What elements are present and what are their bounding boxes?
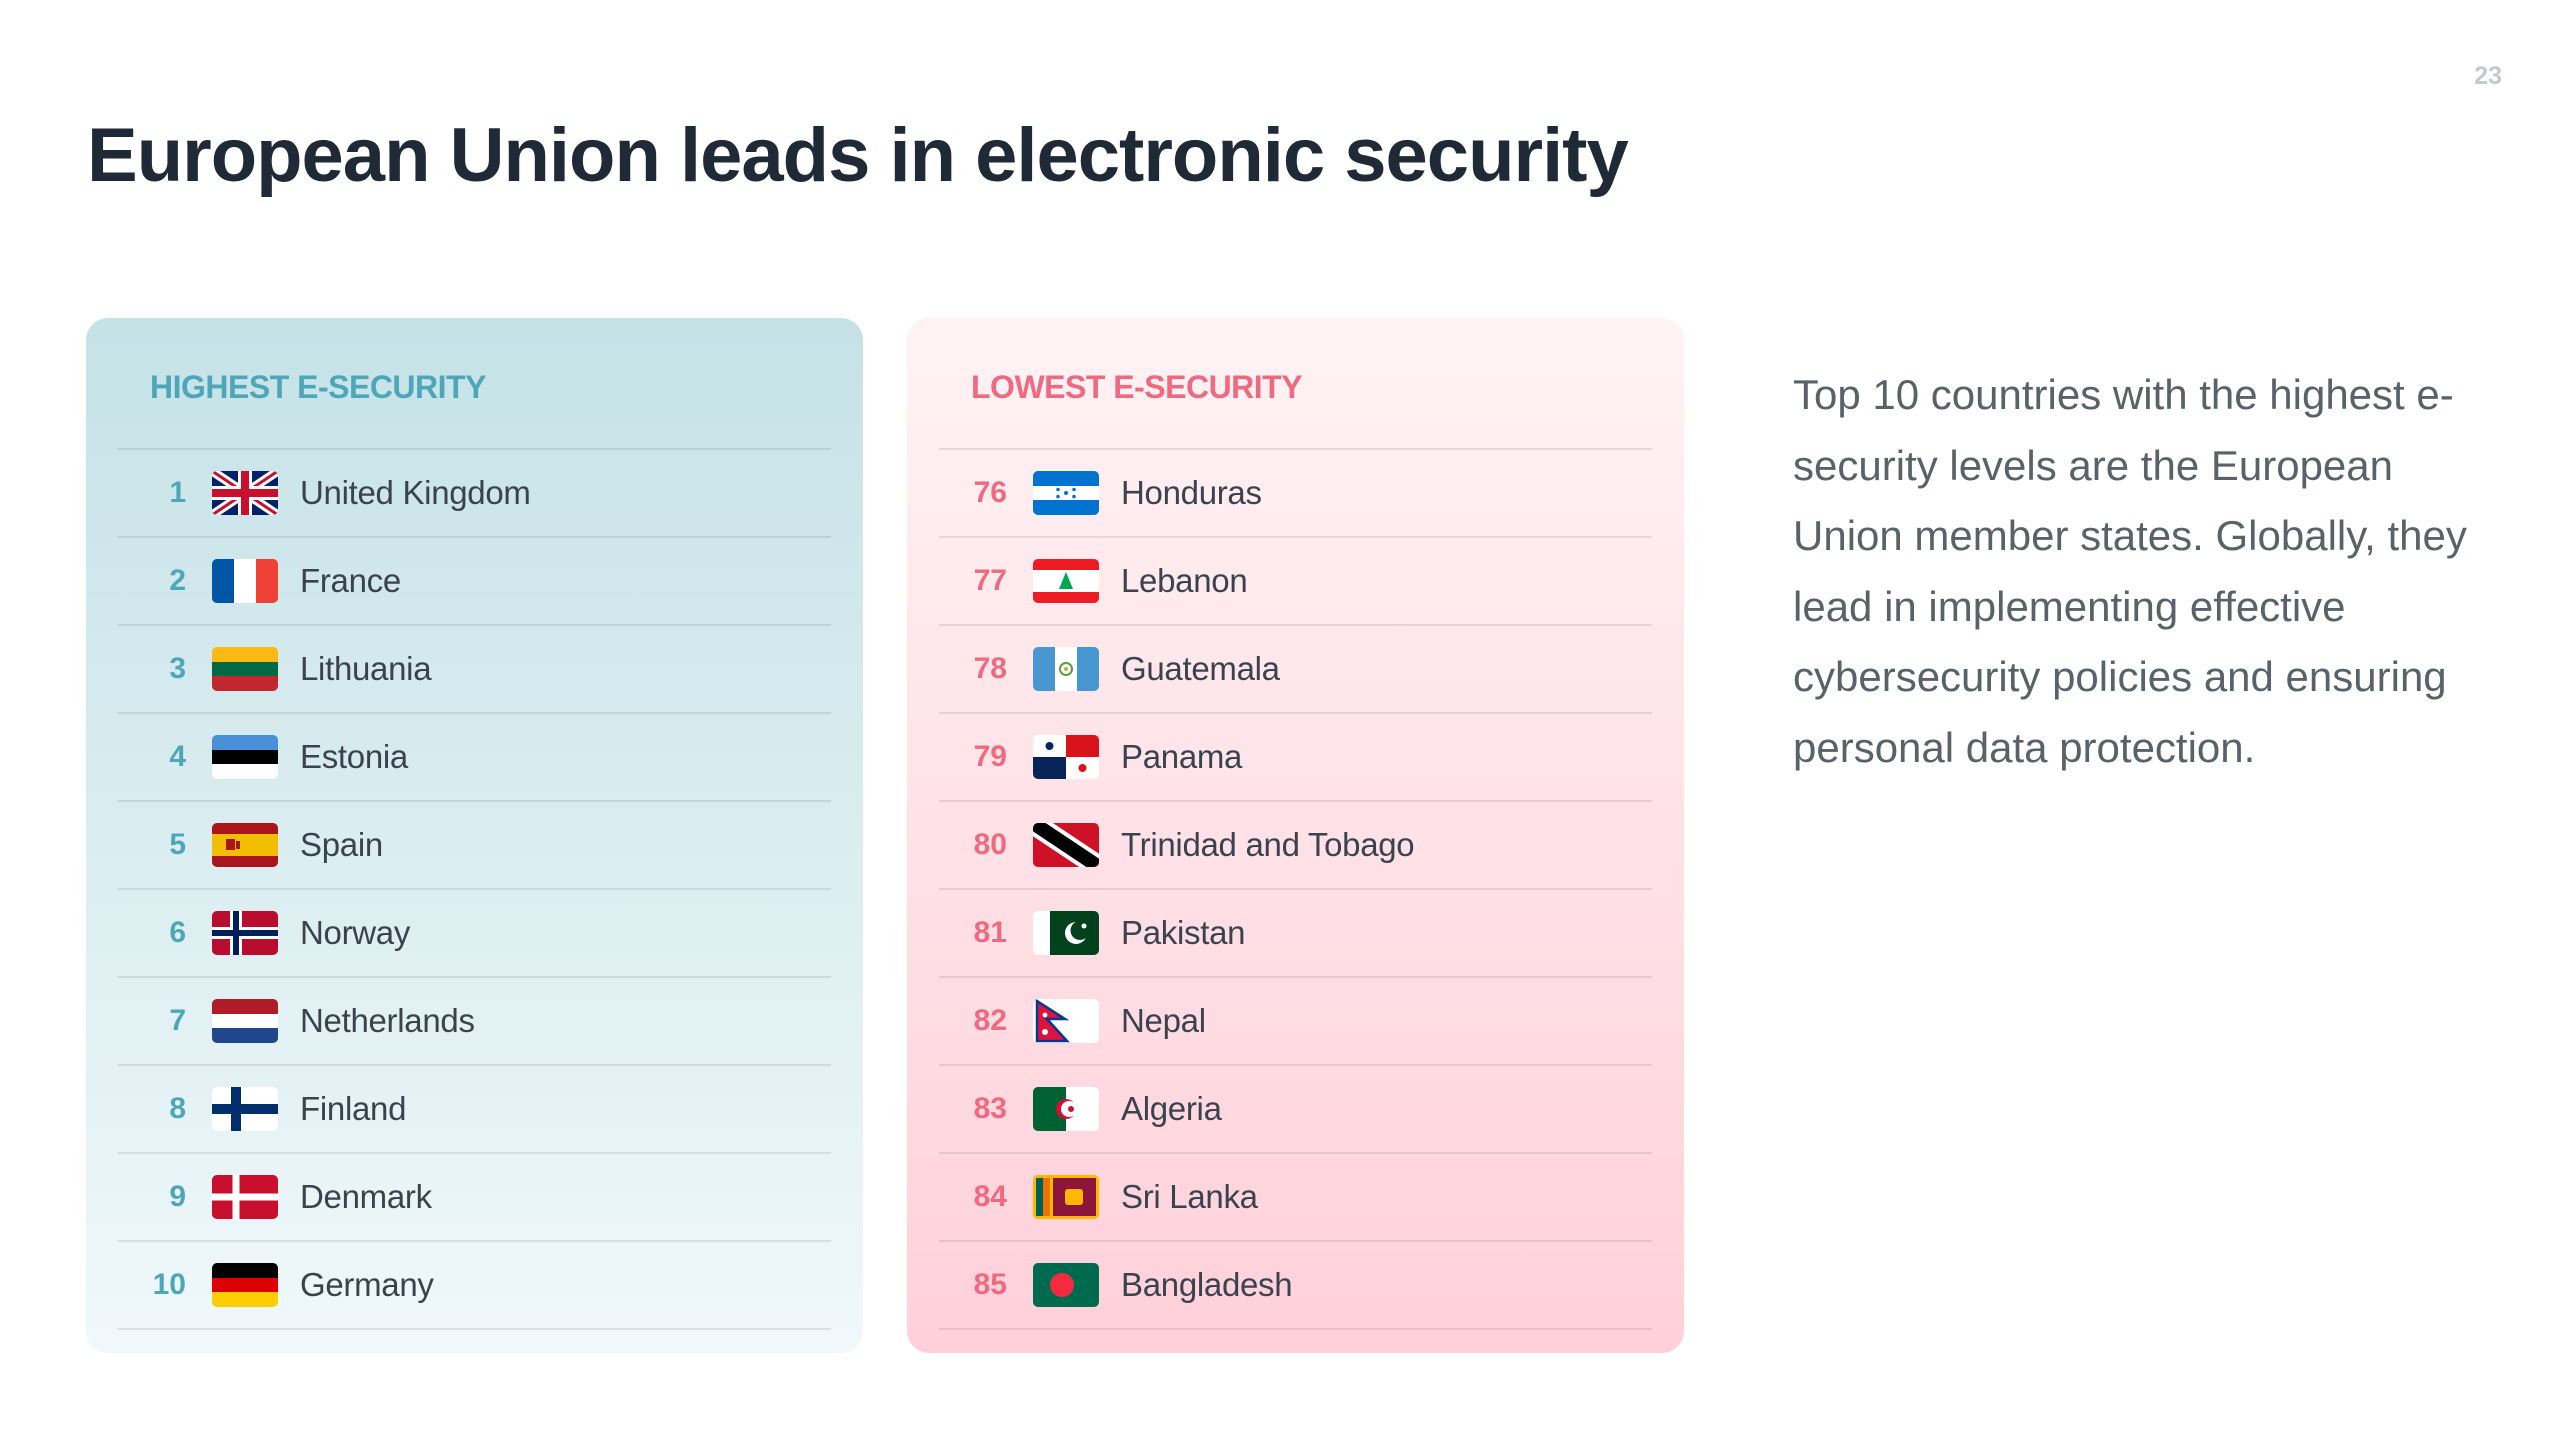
flag-dz-icon bbox=[1033, 1087, 1099, 1131]
highest-security-row: 8 Finland bbox=[118, 1066, 831, 1154]
country-name: Sri Lanka bbox=[1121, 1178, 1258, 1215]
country-name: Lithuania bbox=[300, 650, 432, 687]
lowest-security-heading: LOWEST E-SECURITY bbox=[939, 318, 1652, 450]
lowest-security-row: 83 Algeria bbox=[939, 1066, 1652, 1154]
country-name: Honduras bbox=[1121, 474, 1262, 511]
highest-security-row: 6 Norway bbox=[118, 890, 831, 978]
rank-number: 83 bbox=[973, 1092, 1007, 1125]
lowest-security-row: 77 Lebanon bbox=[939, 538, 1652, 626]
highest-security-row: 3 Lithuania bbox=[118, 626, 831, 714]
flag-gt-icon bbox=[1033, 647, 1099, 691]
highest-security-row: 5 Spain bbox=[118, 802, 831, 890]
lowest-security-row: 80 Trinidad and Tobago bbox=[939, 802, 1652, 890]
highest-security-row: 10 Germany bbox=[118, 1242, 831, 1330]
lowest-security-row: 76 Honduras bbox=[939, 450, 1652, 538]
flag-pa-icon bbox=[1033, 735, 1099, 779]
flag-fi-icon bbox=[212, 1087, 278, 1131]
flag-lt-icon bbox=[212, 647, 278, 691]
lowest-security-row: 81 Pakistan bbox=[939, 890, 1652, 978]
highest-security-row: 7 Netherlands bbox=[118, 978, 831, 1066]
rank-number: 76 bbox=[973, 476, 1007, 509]
rank-number: 84 bbox=[973, 1180, 1007, 1213]
flag-de-icon bbox=[212, 1263, 278, 1307]
country-name: Panama bbox=[1121, 738, 1243, 775]
lowest-security-row: 79 Panama bbox=[939, 714, 1652, 802]
page-title: European Union leads in electronic secur… bbox=[87, 113, 1629, 198]
rank-number: 77 bbox=[973, 564, 1007, 597]
flag-np-icon bbox=[1033, 999, 1099, 1043]
flag-no-icon bbox=[212, 911, 278, 955]
country-name: Algeria bbox=[1121, 1090, 1222, 1127]
rank-number: 78 bbox=[973, 652, 1007, 685]
rank-number: 2 bbox=[169, 564, 186, 597]
flag-gb-icon bbox=[212, 471, 278, 515]
highest-security-row: 9 Denmark bbox=[118, 1154, 831, 1242]
country-name: Bangladesh bbox=[1121, 1266, 1293, 1303]
rank-number: 3 bbox=[169, 652, 186, 685]
rank-number: 8 bbox=[169, 1092, 186, 1125]
country-name: Germany bbox=[300, 1266, 434, 1303]
flag-es-icon bbox=[212, 823, 278, 867]
highest-security-row: 2 France bbox=[118, 538, 831, 626]
lowest-security-row: 84 Sri Lanka bbox=[939, 1154, 1652, 1242]
highest-security-list: 1 United Kingdom 2 France 3 Lithuania 4 Estonia… bbox=[118, 450, 831, 1330]
highest-security-row: 1 United Kingdom bbox=[118, 450, 831, 538]
lowest-security-row: 82 Nepal bbox=[939, 978, 1652, 1066]
page-number: 23 bbox=[2474, 62, 2502, 90]
highest-security-row: 4 Estonia bbox=[118, 714, 831, 802]
flag-lk-icon bbox=[1033, 1175, 1099, 1219]
rank-number: 10 bbox=[152, 1268, 186, 1301]
highest-security-heading: HIGHEST E-SECURITY bbox=[118, 318, 831, 450]
country-name: Trinidad and Tobago bbox=[1121, 826, 1415, 863]
lowest-security-card: LOWEST E-SECURITY 76 Honduras 77 Lebanon 78 G… bbox=[907, 318, 1684, 1353]
lowest-security-row: 85 Bangladesh bbox=[939, 1242, 1652, 1330]
rank-number: 82 bbox=[973, 1004, 1007, 1037]
flag-bd-icon bbox=[1033, 1263, 1099, 1307]
country-name: France bbox=[300, 562, 401, 599]
lowest-security-row: 78 Guatemala bbox=[939, 626, 1652, 714]
rank-number: 6 bbox=[169, 916, 186, 949]
lowest-security-list: 76 Honduras 77 Lebanon 78 Guatemala 79 Panama 80… bbox=[939, 450, 1652, 1330]
country-name: Netherlands bbox=[300, 1002, 475, 1039]
rank-number: 4 bbox=[169, 740, 186, 773]
country-name: United Kingdom bbox=[300, 474, 531, 511]
country-name: Denmark bbox=[300, 1178, 432, 1215]
rank-number: 7 bbox=[169, 1004, 186, 1037]
country-name: Lebanon bbox=[1121, 562, 1248, 599]
country-name: Norway bbox=[300, 914, 411, 951]
flag-nl-icon bbox=[212, 999, 278, 1043]
country-name: Guatemala bbox=[1121, 650, 1280, 687]
rank-number: 80 bbox=[973, 828, 1007, 861]
rank-number: 1 bbox=[169, 476, 186, 509]
flag-lb-icon bbox=[1033, 559, 1099, 603]
rank-number: 5 bbox=[169, 828, 186, 861]
highest-security-card: HIGHEST E-SECURITY 1 United Kingdom 2 Franc… bbox=[86, 318, 863, 1353]
flag-dk-icon bbox=[212, 1175, 278, 1219]
flag-pk-icon bbox=[1033, 911, 1099, 955]
flag-ee-icon bbox=[212, 735, 278, 779]
flag-fr-icon bbox=[212, 559, 278, 603]
country-name: Nepal bbox=[1121, 1002, 1206, 1039]
country-name: Pakistan bbox=[1121, 914, 1246, 951]
flag-hn-icon bbox=[1033, 471, 1099, 515]
country-name: Spain bbox=[300, 826, 383, 863]
rank-number: 79 bbox=[973, 740, 1007, 773]
rank-number: 81 bbox=[973, 916, 1007, 949]
rank-number: 9 bbox=[169, 1180, 186, 1213]
description-text: Top 10 countries with the highest e-secu… bbox=[1793, 371, 2467, 771]
rank-number: 85 bbox=[973, 1268, 1007, 1301]
country-name: Finland bbox=[300, 1090, 407, 1127]
flag-tt-icon bbox=[1033, 823, 1099, 867]
country-name: Estonia bbox=[300, 738, 408, 775]
